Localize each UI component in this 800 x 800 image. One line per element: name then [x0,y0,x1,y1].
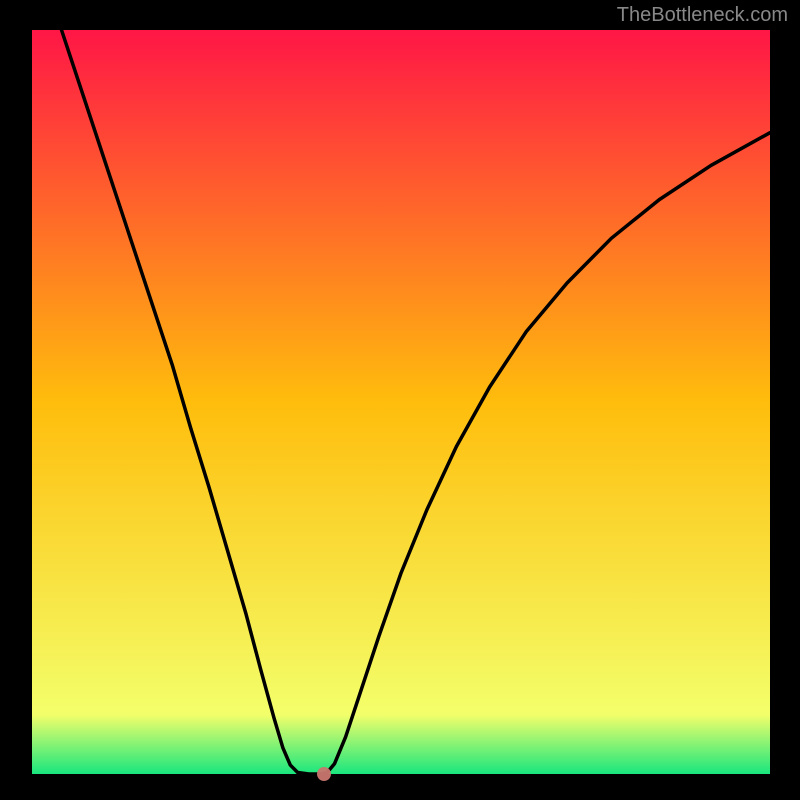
chart-plot-area [32,30,770,774]
curve-path [62,30,770,774]
bottleneck-curve [32,30,770,774]
watermark-text: TheBottleneck.com [617,4,788,27]
minimum-marker [317,767,331,781]
